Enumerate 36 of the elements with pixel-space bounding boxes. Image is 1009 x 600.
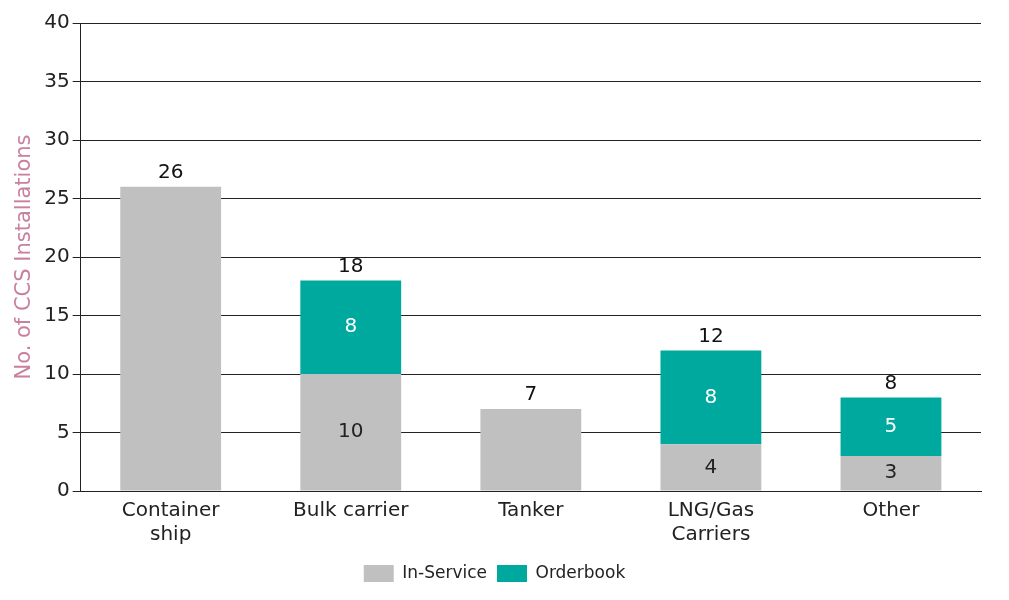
total-label: 18 xyxy=(338,252,364,277)
data-label: 8 xyxy=(704,383,718,408)
data-label: 8 xyxy=(344,313,358,338)
bar xyxy=(660,444,762,491)
x-tick-label: LNG/Gas Carriers xyxy=(667,497,755,546)
data-label: 3 xyxy=(884,459,898,484)
legend-label: Orderbook xyxy=(535,561,626,582)
y-tick-label: 10 xyxy=(44,360,70,385)
bar xyxy=(840,397,942,456)
data-label: 5 xyxy=(884,412,898,437)
y-tick-label: 35 xyxy=(44,67,70,92)
data-label: 4 xyxy=(704,453,718,478)
total-label: 7 xyxy=(524,381,538,406)
bar xyxy=(300,280,402,374)
total-label: 12 xyxy=(698,322,724,347)
total-label: 26 xyxy=(157,159,184,183)
bar xyxy=(660,350,762,445)
x-tick-label: Container ship xyxy=(121,497,221,546)
x-tick-label: Other xyxy=(862,497,921,522)
y-tick-label: 5 xyxy=(56,418,70,443)
x-tick-label: Bulk carrier xyxy=(293,497,410,522)
y-tick-label: 40 xyxy=(44,9,70,34)
y-tick-label: 25 xyxy=(44,184,70,209)
y-axis-title: No. of CCS Installations xyxy=(11,134,36,380)
data-label: 10 xyxy=(338,418,364,443)
y-tick-label: 20 xyxy=(44,243,70,268)
x-tick-label: Tanker xyxy=(497,497,565,522)
y-tick-label: 30 xyxy=(44,126,70,151)
y-tick-label: 0 xyxy=(56,477,70,502)
y-tick-label: 15 xyxy=(44,301,70,326)
total-label: 8 xyxy=(884,369,898,394)
bar xyxy=(840,455,942,491)
bar xyxy=(300,374,402,491)
legend-label: In-Service xyxy=(402,561,488,582)
bar xyxy=(120,186,222,491)
bar xyxy=(480,409,582,491)
